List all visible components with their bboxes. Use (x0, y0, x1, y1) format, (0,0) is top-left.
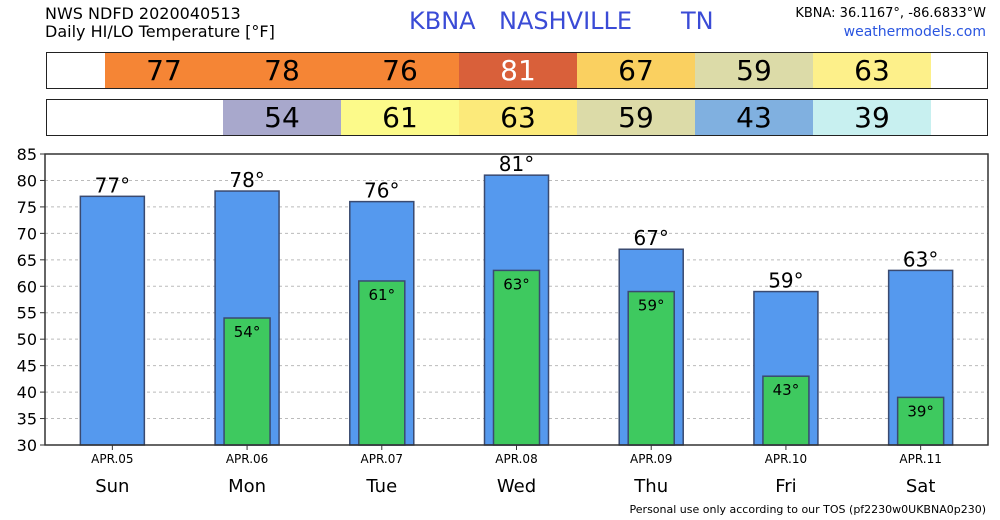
day-label: Fri (775, 476, 796, 497)
hi-strip-cell: 67 (577, 53, 695, 88)
day-label: Tue (365, 476, 397, 497)
date-label: APR.06 (226, 452, 268, 466)
low-temp-bar (492, 269, 541, 446)
site-link[interactable]: weathermodels.com (843, 24, 986, 40)
lo-strip-cell: 39 (813, 100, 931, 135)
y-tick-label: 60 (17, 277, 37, 296)
y-tick-label: 80 (17, 171, 37, 190)
y-tick-label: 35 (17, 410, 37, 429)
y-tick-label: 30 (17, 436, 37, 455)
product-title: NWS NDFD 2020040513 (45, 4, 241, 23)
lo-strip-cell: 54 (223, 100, 341, 135)
y-tick-label: 85 (17, 145, 37, 164)
day-label: Wed (497, 476, 536, 497)
high-temp-label: 77° (95, 173, 130, 197)
hi-strip-cell: 76 (341, 53, 459, 88)
hi-strip-cell: 63 (813, 53, 931, 88)
day-label: Mon (228, 476, 266, 497)
low-temp-bar (358, 280, 406, 446)
low-temp-label: 43° (773, 381, 800, 399)
y-tick-label: 50 (17, 330, 37, 349)
low-temp-bar (896, 396, 945, 446)
date-label: APR.05 (91, 452, 133, 466)
y-tick-label: 40 (17, 383, 37, 402)
date-label: APR.10 (765, 452, 807, 466)
high-temp-bar (79, 195, 146, 446)
y-tick-label: 65 (17, 251, 37, 270)
low-temp-bar (627, 290, 675, 446)
y-tick-label: 75 (17, 198, 37, 217)
chart-subtitle: Daily HI/LO Temperature [°F] (45, 22, 275, 41)
y-tick-label: 55 (17, 304, 37, 323)
day-label: Sun (95, 476, 129, 497)
station-state: TN (681, 7, 714, 35)
date-label: APR.08 (495, 452, 537, 466)
terms-footer: Personal use only according to our TOS (… (629, 503, 986, 516)
station-code: KBNA (409, 7, 476, 35)
lo-strip-cell: 61 (341, 100, 459, 135)
high-temperature-strip: 77 78 76 81 67 59 63 (46, 52, 988, 89)
high-temp-label: 63° (903, 247, 938, 271)
low-temp-bar (223, 317, 271, 446)
station-coordinates: KBNA: 36.1167°, -86.6833°W (795, 6, 986, 21)
high-temp-label: 81° (499, 152, 534, 176)
low-temp-label: 54° (234, 323, 261, 341)
date-label: APR.11 (899, 452, 941, 466)
y-tick-label: 45 (17, 357, 37, 376)
low-temperature-strip: 54 61 63 59 43 39 (46, 99, 988, 136)
day-label: Thu (633, 476, 668, 497)
low-temp-label: 61° (368, 286, 395, 304)
low-temp-label: 63° (503, 275, 530, 293)
low-temp-label: 59° (638, 297, 665, 315)
station-city: NASHVILLE (499, 7, 633, 35)
date-label: APR.09 (630, 452, 672, 466)
lo-strip-cell: 59 (577, 100, 695, 135)
lo-strip-cell: 43 (695, 100, 813, 135)
hi-strip-cell: 59 (695, 53, 813, 88)
lo-strip-cell: 63 (459, 100, 577, 135)
hi-strip-cell: 78 (223, 53, 341, 88)
hi-strip-cell: 77 (105, 53, 223, 88)
high-temp-label: 59° (768, 269, 803, 293)
y-tick-label: 70 (17, 224, 37, 243)
low-temp-bar (762, 375, 810, 446)
high-temp-label: 67° (633, 226, 668, 250)
high-temp-label: 78° (229, 168, 264, 192)
hi-strip-cell: 81 (459, 53, 577, 88)
day-label: Sat (906, 476, 936, 497)
low-temp-label: 39° (907, 402, 934, 420)
plot-frame (44, 153, 989, 446)
high-temp-label: 76° (364, 179, 399, 203)
date-label: APR.07 (361, 452, 403, 466)
